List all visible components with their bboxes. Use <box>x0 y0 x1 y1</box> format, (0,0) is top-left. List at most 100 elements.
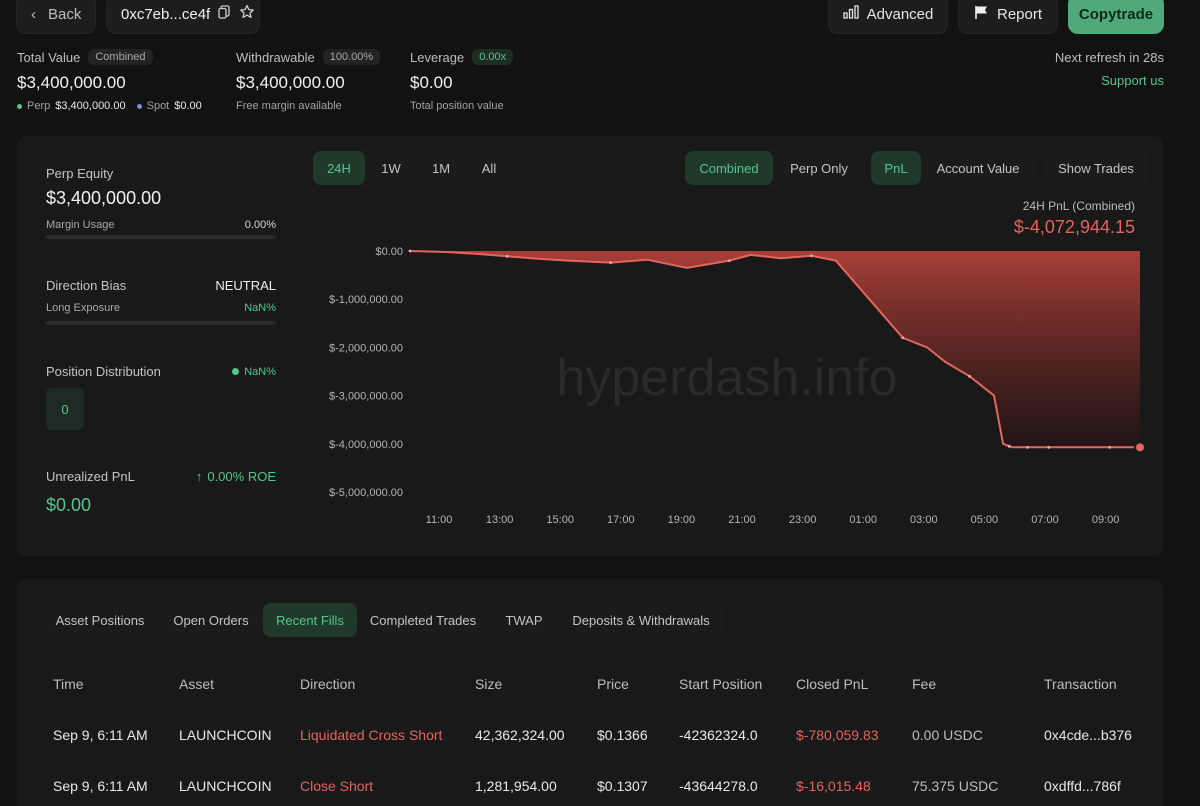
tab-asset-positions[interactable]: Asset Positions <box>55 612 145 628</box>
pnl-point <box>810 254 813 258</box>
tab-completed-trades[interactable]: Completed Trades <box>369 612 477 628</box>
flag-icon <box>974 5 989 24</box>
copy-icon[interactable] <box>218 5 231 23</box>
cell-closed-pnl: $-16,015.48 <box>796 778 871 794</box>
history-tabs: Asset Positions Open Orders Recent Fills… <box>41 603 723 637</box>
chart-title: 24H PnL (Combined) <box>1022 199 1135 213</box>
timeframe-1w[interactable]: 1W <box>381 160 401 176</box>
y-tick-label: $-1,000,000.00 <box>329 294 403 306</box>
timeframe-1m[interactable]: 1M <box>431 160 451 176</box>
pnl-point <box>1108 445 1111 449</box>
distribution-dot-icon <box>232 368 240 375</box>
pnl-point <box>1026 445 1029 449</box>
pnl-point <box>1007 444 1011 448</box>
x-tick-label: 21:00 <box>728 514 756 526</box>
support-link[interactable]: Support us <box>1101 73 1164 88</box>
arrow-up-icon: ↑ <box>195 469 203 484</box>
watermark: hyperdash.info <box>556 349 897 407</box>
pnl-area <box>410 251 1140 448</box>
advanced-label: Advanced <box>866 5 934 23</box>
total-value-stat: Total Value Combined $3,400,000.00 Perp $… <box>17 48 202 112</box>
column-header[interactable]: Direction <box>300 676 356 692</box>
withdrawable-label: Withdrawable <box>236 49 315 65</box>
x-tick-label: 09:00 <box>1092 514 1120 526</box>
tab-recent-fills[interactable]: Recent Fills <box>263 603 357 637</box>
cell-asset[interactable]: LAUNCHCOIN <box>179 778 272 794</box>
leverage-sub: Total position value <box>410 100 504 112</box>
cell-asset[interactable]: LAUNCHCOIN <box>179 727 272 743</box>
direction-bias-label: Direction Bias <box>46 278 127 293</box>
scope-selector: Combined Perp Only <box>685 151 865 185</box>
timeframe-selector: 24H 1W 1M All <box>313 151 513 185</box>
margin-usage-bar <box>46 235 276 239</box>
tab-twap[interactable]: TWAP <box>505 612 543 628</box>
cell-fee: 0.00 USDC <box>912 727 983 743</box>
cell-transaction[interactable]: 0x4cde...b376 <box>1044 727 1132 743</box>
main-panel: Perp Equity $3,400,000.00 Margin Usage 0… <box>17 136 1163 556</box>
perp-equity-label: Perp Equity <box>46 166 114 181</box>
cell-direction: Liquidated Cross Short <box>300 727 443 743</box>
y-tick-label: $-2,000,000.00 <box>329 342 403 354</box>
column-header[interactable]: Start Position <box>679 676 763 692</box>
total-value: $3,400,000.00 <box>17 73 126 92</box>
report-button[interactable]: Report <box>958 0 1058 34</box>
perp-label: Perp <box>27 100 51 112</box>
column-header[interactable]: Size <box>475 676 503 692</box>
tab-open-orders[interactable]: Open Orders <box>173 612 249 628</box>
bar-chart-icon <box>842 5 859 23</box>
position-count: 0 <box>61 401 69 417</box>
back-label: Back <box>48 5 82 23</box>
wallet-address: 0xc7eb...ce4f <box>121 5 211 23</box>
cell-closed-pnl: $-780,059.83 <box>796 727 879 743</box>
pnl-point <box>408 249 412 253</box>
leverage-label: Leverage <box>410 49 465 65</box>
cell-price: $0.1307 <box>597 778 648 794</box>
total-value-label: Total Value <box>17 49 81 65</box>
advanced-button[interactable]: Advanced <box>828 0 948 34</box>
column-header[interactable]: Fee <box>912 676 937 692</box>
scope-combined[interactable]: Combined <box>685 151 773 185</box>
show-trades-button[interactable]: Show Trades <box>1058 160 1134 176</box>
x-tick-label: 07:00 <box>1031 514 1059 526</box>
copytrade-button[interactable]: Copytrade <box>1068 0 1164 34</box>
scope-perp-only[interactable]: Perp Only <box>790 160 848 176</box>
x-tick-label: 03:00 <box>910 514 938 526</box>
x-tick-label: 11:00 <box>426 514 453 526</box>
column-header[interactable]: Asset <box>179 676 215 692</box>
column-header[interactable]: Time <box>53 676 84 692</box>
margin-usage-label: Margin Usage <box>46 219 115 231</box>
withdrawable-stat: Withdrawable 100.00% $3,400,000.00 Free m… <box>236 48 381 112</box>
column-header[interactable]: Price <box>597 676 629 692</box>
timeframe-all[interactable]: All <box>481 160 497 176</box>
current-point-marker[interactable] <box>1134 441 1146 454</box>
pnl-point <box>727 259 731 263</box>
x-tick-label: 17:00 <box>607 514 635 526</box>
roe-value: 0.00% ROE <box>207 469 276 484</box>
star-icon[interactable] <box>239 4 255 24</box>
timeframe-24h[interactable]: 24H <box>313 151 365 185</box>
cell-transaction[interactable]: 0xdffd...786f <box>1044 778 1121 794</box>
metric-account-value[interactable]: Account Value <box>936 160 1020 176</box>
direction-bias-value: NEUTRAL <box>215 278 276 293</box>
position-distribution-label: Position Distribution <box>46 364 161 379</box>
metric-pnl[interactable]: PnL <box>871 151 921 185</box>
pnl-line <box>409 250 1140 449</box>
back-button[interactable]: ‹ Back <box>16 0 96 34</box>
chevron-left-icon: ‹ <box>31 5 36 23</box>
report-label: Report <box>996 5 1043 23</box>
unrealized-pnl-label: Unrealized PnL <box>46 469 135 484</box>
column-header[interactable]: Transaction <box>1044 676 1117 692</box>
x-axis: 11:00 13:00 15:00 17:00 19:00 21:00 23:00 01:00… <box>426 514 1120 526</box>
x-tick-label: 15:00 <box>546 514 574 526</box>
account-summary: Total Value Combined $3,400,000.00 Perp $… <box>17 48 1164 118</box>
spot-label: Spot <box>146 100 170 112</box>
chart-header: 24H PnL (Combined) $-4,072,944.15 <box>1014 199 1135 238</box>
tab-deposits-withdrawals[interactable]: Deposits & Withdrawals <box>572 612 710 628</box>
column-header[interactable]: Closed PnL <box>796 676 869 692</box>
cell-fee: 75.375 USDC <box>912 778 999 794</box>
refresh-text: Next refresh in 28s <box>1054 50 1164 65</box>
perp-equity-value: $3,400,000.00 <box>46 188 162 208</box>
y-axis: $0.00 $-1,000,000.00 $-2,000,000.00 $-3,000… <box>329 246 403 499</box>
y-tick-label: $0.00 <box>375 246 403 258</box>
